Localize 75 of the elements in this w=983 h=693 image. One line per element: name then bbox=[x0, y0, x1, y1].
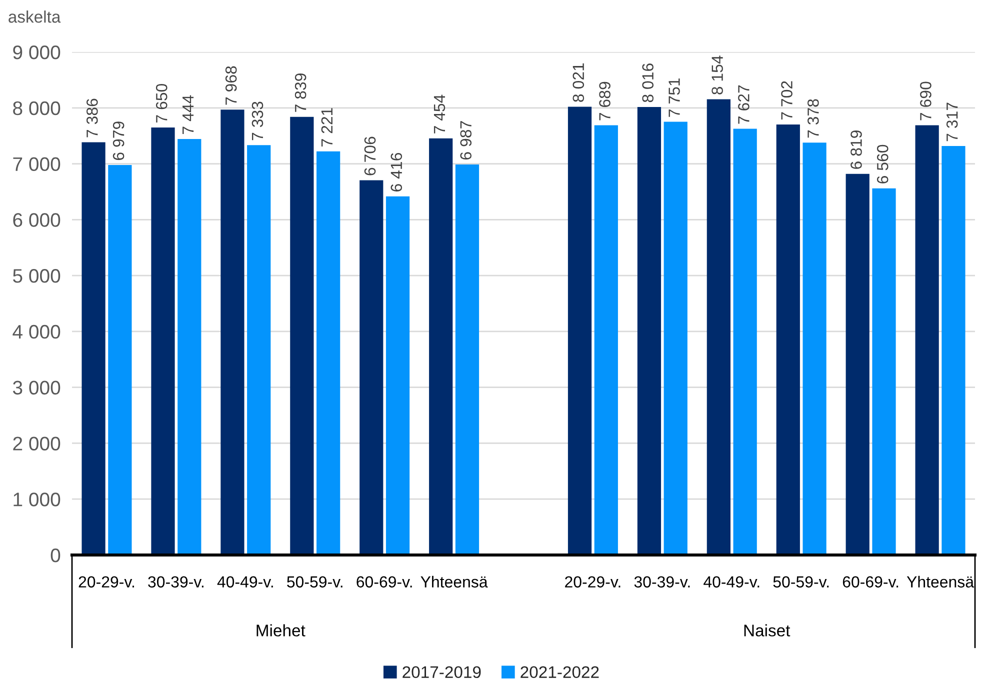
y-tick-label: 3 000 bbox=[12, 380, 60, 395]
bar bbox=[316, 151, 340, 555]
bar bbox=[802, 142, 826, 555]
data-label: 6 987 bbox=[460, 121, 472, 160]
data-label: 6 560 bbox=[876, 144, 888, 184]
bar bbox=[594, 125, 618, 555]
x-tick-label: 20-29-v. bbox=[565, 576, 620, 588]
bar bbox=[846, 174, 870, 555]
data-label: 7 702 bbox=[781, 81, 792, 120]
x-tick-label: 50-59-v. bbox=[287, 576, 342, 588]
y-tick-label: 2 000 bbox=[13, 436, 60, 450]
text: Miehet bbox=[256, 624, 306, 636]
legend-label: 2021-2022 bbox=[520, 666, 599, 678]
x-tick-label: Yhteensä bbox=[420, 576, 488, 588]
bar bbox=[151, 127, 175, 555]
bar bbox=[872, 188, 896, 555]
data-label: 7 444 bbox=[182, 95, 194, 134]
x-tick-label: 60-69-v. bbox=[356, 576, 412, 588]
bar bbox=[455, 164, 480, 555]
y-tick-label: 7 000 bbox=[13, 157, 60, 172]
x-tick-label: 30-39-v. bbox=[634, 576, 690, 588]
x-tick-label: Yhteensä bbox=[906, 576, 974, 588]
legend-label: 2017-2019 bbox=[402, 666, 481, 678]
bar bbox=[664, 122, 688, 555]
y-axis-title: askelta bbox=[8, 10, 61, 23]
data-label: 8 021 bbox=[572, 63, 584, 102]
x-tick-label: 60-69-v. bbox=[842, 576, 898, 588]
data-label: 6 706 bbox=[364, 136, 376, 176]
bar bbox=[429, 138, 453, 555]
x-tick-label: 30-39-v. bbox=[148, 576, 204, 588]
data-label: 7 690 bbox=[920, 82, 932, 120]
bar bbox=[733, 128, 757, 555]
data-label: 7 221 bbox=[321, 108, 332, 146]
data-label: 6 416 bbox=[390, 152, 402, 192]
data-label: 7 839 bbox=[294, 74, 306, 112]
y-tick-label: 6 000 bbox=[13, 213, 60, 227]
x-tick-label: 50-59-v. bbox=[773, 576, 829, 588]
bar bbox=[247, 145, 271, 555]
y-tick-label: 5 000 bbox=[13, 269, 60, 283]
y-tick-label: 4 000 bbox=[12, 324, 60, 339]
bar bbox=[108, 164, 132, 555]
data-label: 7 386 bbox=[86, 98, 98, 138]
bar bbox=[178, 138, 202, 555]
y-tick-label: 1 000 bbox=[14, 492, 60, 506]
data-label: 7 627 bbox=[738, 85, 750, 124]
data-label: 8 154 bbox=[712, 56, 723, 94]
data-label: 7 454 bbox=[434, 94, 446, 134]
bar bbox=[360, 180, 384, 555]
data-label: 7 968 bbox=[225, 66, 237, 105]
y-tick-label: 0 bbox=[50, 548, 60, 562]
bar bbox=[220, 110, 244, 555]
data-label: 8 016 bbox=[642, 64, 654, 102]
x-tick-label: 20-29-v. bbox=[78, 576, 134, 588]
data-label: 7 317 bbox=[946, 102, 958, 142]
data-label: 6 819 bbox=[850, 130, 862, 169]
bar bbox=[776, 124, 800, 555]
data-label: 6 979 bbox=[112, 122, 124, 160]
text: Naiset bbox=[744, 624, 790, 636]
bar bbox=[386, 196, 410, 555]
x-tick-label: 40-49-v. bbox=[217, 576, 273, 588]
x-tick-label: 40-49-v. bbox=[704, 576, 760, 588]
bar bbox=[568, 106, 592, 555]
bar bbox=[82, 142, 106, 555]
bar bbox=[637, 106, 662, 555]
y-tick-label: 9 000 bbox=[13, 45, 60, 60]
bar bbox=[290, 116, 314, 555]
bar bbox=[942, 146, 966, 555]
data-label: 7 378 bbox=[808, 99, 819, 138]
y-tick-label: 8 000 bbox=[13, 101, 60, 116]
bar bbox=[706, 99, 730, 555]
data-label: 7 650 bbox=[156, 84, 168, 122]
bar bbox=[915, 125, 939, 555]
data-label: 7 751 bbox=[668, 78, 680, 117]
data-label: 7 333 bbox=[252, 102, 264, 140]
data-label: 7 689 bbox=[599, 82, 610, 120]
